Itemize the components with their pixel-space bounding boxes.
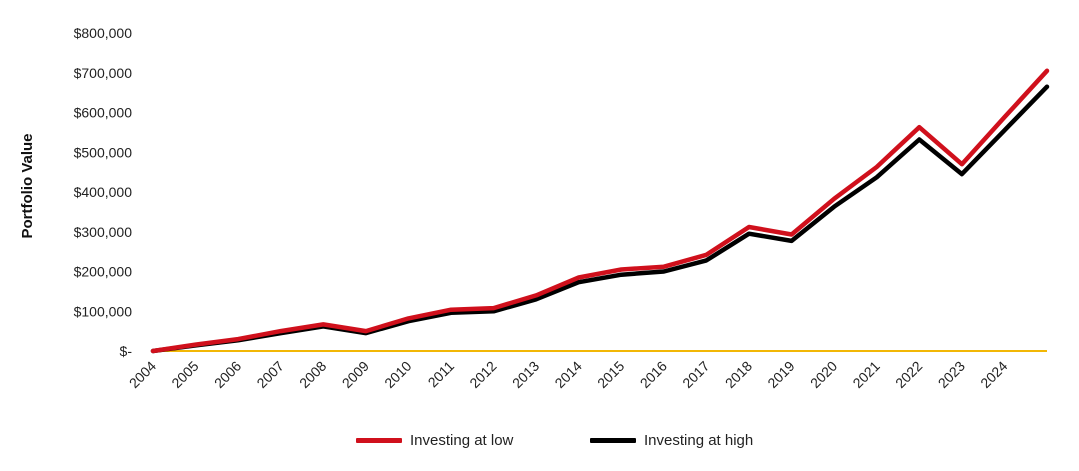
legend: Investing at low Investing at high (0, 432, 1079, 454)
y-tick-label: $600,000 (74, 105, 133, 121)
x-tick-label: 2011 (425, 358, 458, 391)
x-tick-label: 2009 (339, 358, 372, 391)
legend-label-low: Investing at low (410, 432, 514, 449)
x-tick-label: 2020 (807, 358, 840, 391)
x-tick-label: 2017 (679, 358, 712, 391)
series-line-investing-at-high (150, 84, 1050, 354)
x-tick-label: 2022 (892, 358, 925, 391)
legend-swatch-high (590, 438, 636, 443)
x-tick-label: 2012 (466, 358, 499, 391)
x-tick-labels: 2004 2005 2006 2007 2008 2009 2010 2011 2012 2013… (126, 358, 1011, 391)
series-lines (150, 68, 1050, 354)
y-axis-label: Portfolio Value (19, 133, 36, 238)
x-tick-label: 2019 (764, 358, 797, 391)
x-tick-label: 2007 (253, 358, 286, 391)
y-tick-labels: $- $100,000 $200,000 $300,000 $400,000 $500,0… (74, 25, 133, 359)
x-tick-label: 2018 (722, 358, 755, 391)
x-tick-label: 2016 (637, 358, 670, 391)
legend-item-high: Investing at high (590, 432, 753, 449)
x-tick-label: 2024 (977, 358, 1010, 391)
y-tick-label: $400,000 (74, 184, 133, 200)
x-tick-label: 2004 (126, 358, 159, 391)
y-tick-label: $- (120, 343, 133, 359)
legend-item-low: Investing at low (356, 432, 513, 449)
x-tick-label: 2014 (551, 358, 584, 391)
y-tick-label: $800,000 (74, 25, 133, 41)
x-tick-label: 2023 (935, 358, 968, 391)
legend-label-high: Investing at high (644, 432, 754, 449)
x-tick-label: 2006 (211, 358, 244, 391)
y-tick-label: $200,000 (74, 264, 133, 280)
line-chart: Portfolio Value $- $100,000 $200,000 $300,0… (19, 25, 1050, 391)
series-line-investing-at-low (150, 68, 1050, 354)
y-tick-label: $100,000 (74, 303, 133, 319)
x-tick-label: 2010 (381, 358, 414, 391)
x-tick-label: 2013 (509, 358, 542, 391)
x-tick-label: 2008 (296, 358, 329, 391)
legend-swatch-low (356, 438, 402, 443)
x-tick-label: 2005 (168, 358, 201, 391)
x-tick-label: 2021 (849, 358, 882, 391)
y-tick-label: $700,000 (74, 65, 133, 81)
y-tick-label: $500,000 (74, 144, 133, 160)
y-axis-label-group: Portfolio Value (19, 133, 36, 238)
x-tick-label: 2015 (594, 358, 627, 391)
y-tick-label: $300,000 (74, 224, 133, 240)
